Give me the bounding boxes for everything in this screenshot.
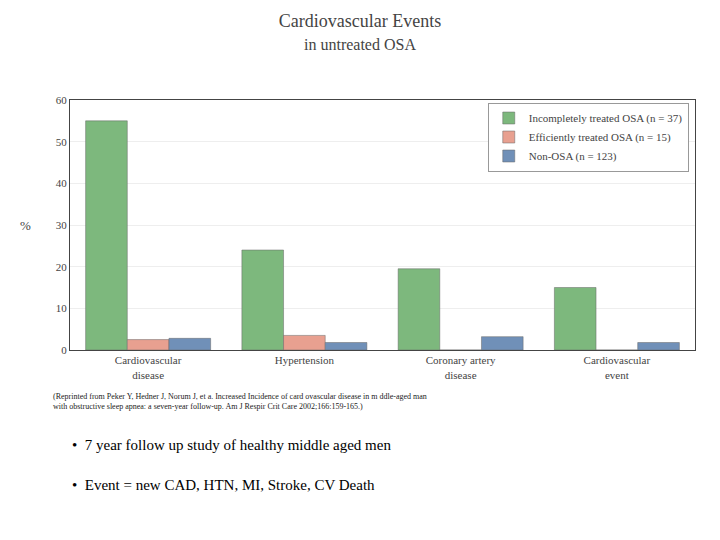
- svg-text:• 7 year follow up study of h: • 7 year follow up study of healthy midd…: [72, 437, 391, 453]
- svg-text:40: 40: [56, 177, 68, 189]
- svg-text:%: %: [20, 218, 31, 233]
- svg-text:20: 20: [56, 261, 68, 273]
- svg-text:50: 50: [56, 136, 68, 148]
- svg-text:Incompletely treated OSA (n =: Incompletely treated OSA (n = 37): [529, 112, 682, 125]
- svg-text:Non-OSA (n = 123): Non-OSA (n = 123): [529, 150, 617, 163]
- svg-text:Cardiovasculardisease: Cardiovasculardisease: [115, 354, 182, 380]
- svg-text:30: 30: [56, 219, 68, 231]
- svg-text:0: 0: [61, 344, 67, 356]
- svg-text:Coronary arterydisease: Coronary arterydisease: [426, 354, 496, 380]
- svg-text:(Reprinted from Peker Y, Hedne: (Reprinted from Peker Y, Hedner J, Norum…: [53, 392, 427, 411]
- svg-text:Cardiovascularevent: Cardiovascularevent: [584, 354, 651, 380]
- svg-text:Hypertension: Hypertension: [275, 354, 335, 366]
- svg-text:Efficiently treated OSA (n = 1: Efficiently treated OSA (n = 15): [529, 131, 671, 144]
- svg-text:10: 10: [56, 302, 68, 314]
- svg-text:• Event = new CAD, HTN, MI, S: • Event = new CAD, HTN, MI, Stroke, CV D…: [72, 477, 375, 493]
- svg-text:60: 60: [56, 94, 68, 106]
- svg-text:Cardiovascular Eventsin untrea: Cardiovascular Eventsin untreated OSA: [279, 11, 441, 53]
